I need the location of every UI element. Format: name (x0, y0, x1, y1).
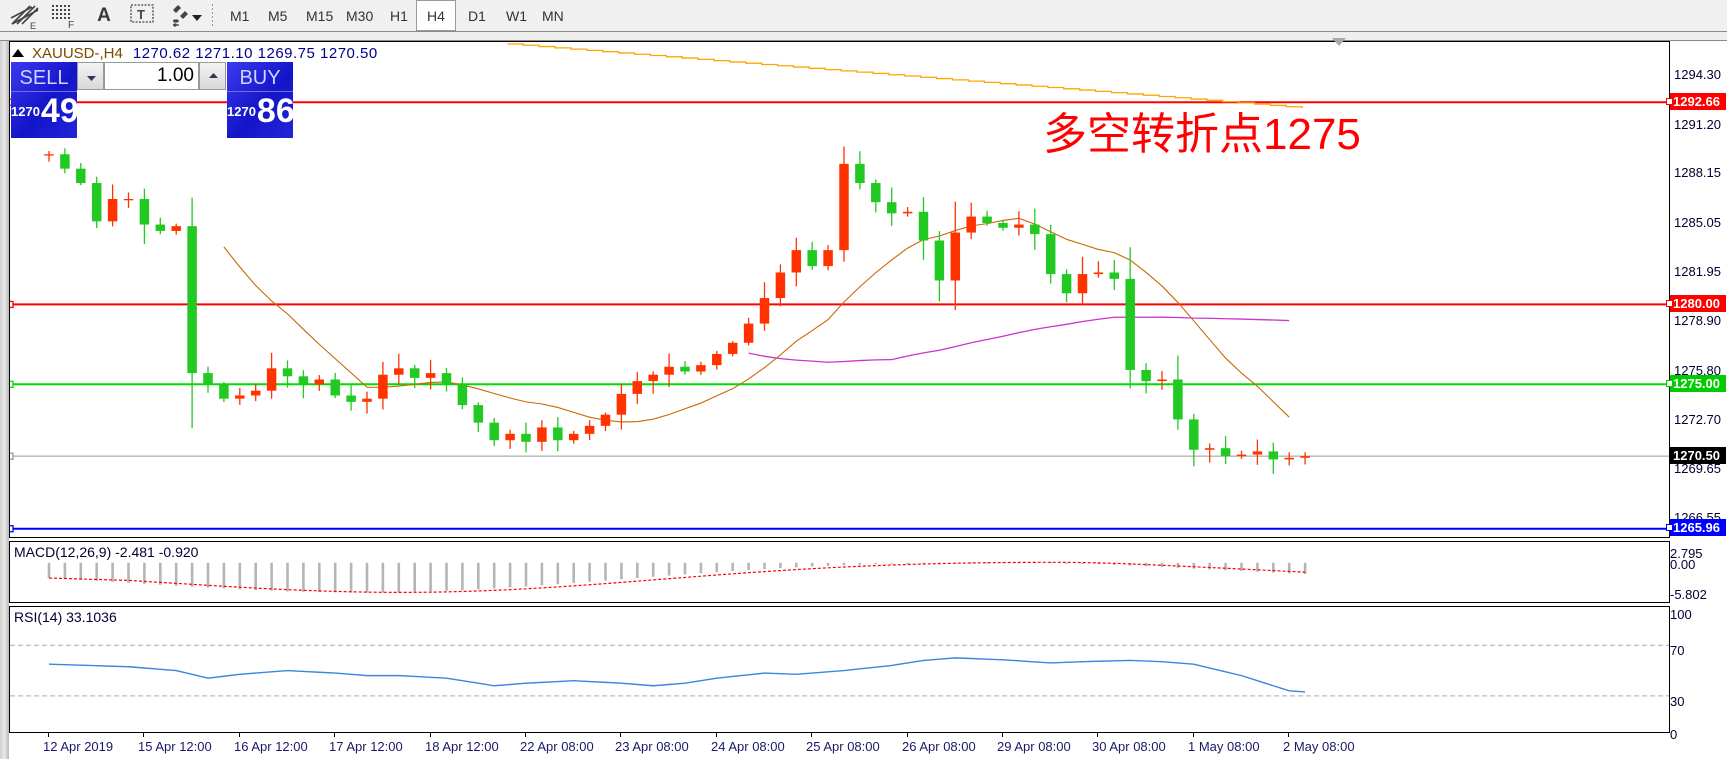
svg-text:E: E (30, 21, 36, 30)
svg-text:F: F (68, 20, 74, 30)
svg-text:T: T (137, 7, 145, 22)
